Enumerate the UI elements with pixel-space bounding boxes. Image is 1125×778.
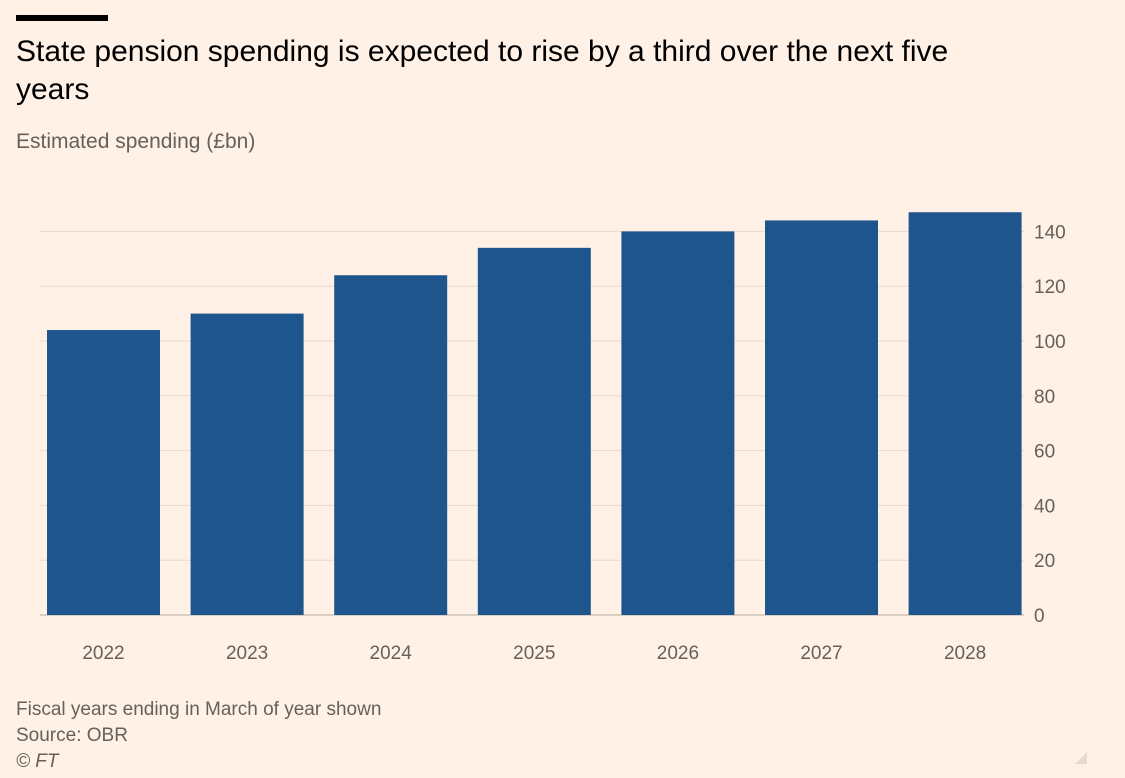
bar-chart: 0 20 40 60 80 100 120 140 2022 2023 2024 2025 2026 20… bbox=[40, 212, 1066, 664]
x-tick-label: 2024 bbox=[370, 643, 413, 664]
chart-title: State pension spending is expected to ri… bbox=[16, 35, 949, 106]
y-tick-label: 0 bbox=[1034, 606, 1045, 627]
x-tick-label: 2025 bbox=[513, 643, 555, 664]
header-rule bbox=[16, 15, 108, 21]
y-tick-label: 80 bbox=[1034, 387, 1055, 408]
ft-credit: © FT bbox=[16, 751, 59, 772]
bar bbox=[334, 275, 448, 615]
bar bbox=[477, 247, 591, 615]
bar bbox=[621, 231, 735, 615]
y-tick-label: 120 bbox=[1034, 277, 1066, 298]
x-tick-label: 2022 bbox=[82, 643, 124, 664]
bar bbox=[908, 212, 1022, 615]
chart-subtitle: Estimated spending (£bn) bbox=[16, 130, 256, 153]
y-tick-label: 100 bbox=[1034, 332, 1066, 353]
bar bbox=[765, 220, 878, 615]
y-tick-label: 40 bbox=[1034, 496, 1055, 517]
y-tick-label: 20 bbox=[1034, 551, 1055, 572]
y-tick-label: 140 bbox=[1034, 222, 1066, 243]
fiscal-year-note: Fiscal years ending in March of year sho… bbox=[16, 699, 382, 720]
corner-mark bbox=[1075, 752, 1087, 764]
x-tick-label: 2027 bbox=[800, 643, 842, 664]
bar bbox=[190, 313, 304, 615]
y-tick-label: 60 bbox=[1034, 442, 1055, 463]
source-note: Source: OBR bbox=[16, 725, 128, 746]
bar bbox=[47, 330, 160, 615]
x-tick-label: 2023 bbox=[226, 643, 268, 664]
x-tick-label: 2028 bbox=[944, 643, 986, 664]
x-tick-label: 2026 bbox=[657, 643, 699, 664]
